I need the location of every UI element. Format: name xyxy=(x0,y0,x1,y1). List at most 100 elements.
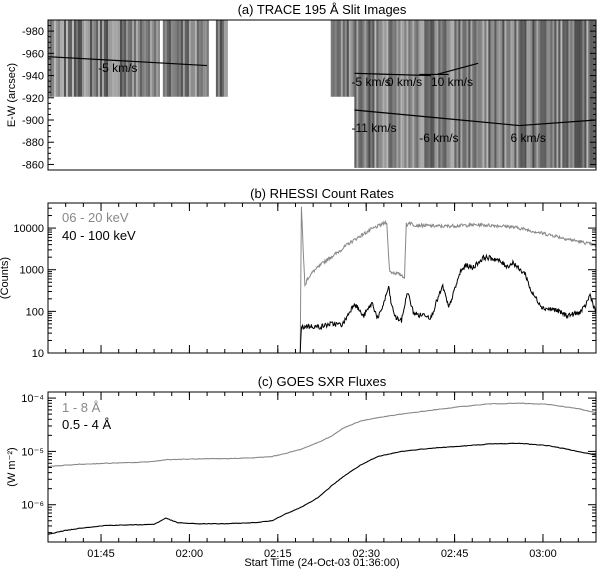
slit-column xyxy=(432,20,435,168)
slit-column xyxy=(132,20,134,97)
slit-column xyxy=(586,20,589,168)
panel-b-frame xyxy=(47,202,597,354)
slit-column xyxy=(394,20,397,168)
slit-column xyxy=(412,20,415,168)
slit-column xyxy=(372,20,375,168)
fit-label: 6 km/s xyxy=(511,131,546,145)
slit-column xyxy=(102,20,104,97)
slit-column xyxy=(400,20,403,168)
slit-column xyxy=(94,20,96,97)
slit-column xyxy=(472,20,475,168)
x-tick-label: 02:00 xyxy=(176,548,204,560)
slit-column xyxy=(338,20,341,97)
slit-column xyxy=(188,20,191,97)
slit-column xyxy=(410,20,413,168)
slit-column xyxy=(200,20,203,97)
slit-column xyxy=(368,20,371,168)
slit-column xyxy=(162,20,165,97)
slit-column xyxy=(538,20,541,168)
slit-column xyxy=(186,20,189,97)
slit-column xyxy=(476,20,479,168)
y-tick-label: -960 xyxy=(22,48,44,60)
slit-column xyxy=(576,20,579,168)
slit-column xyxy=(380,20,383,168)
slit-column xyxy=(516,20,519,168)
slit-column xyxy=(466,20,469,168)
slit-column xyxy=(518,20,521,168)
slit-column xyxy=(114,20,116,97)
slit-column xyxy=(416,20,419,168)
slit-column xyxy=(352,20,355,97)
y-tick-label: -920 xyxy=(22,93,44,105)
slit-column xyxy=(570,20,573,168)
legend-1-8-angstrom: 1 - 8 Å xyxy=(62,400,101,415)
slit-column xyxy=(386,20,389,168)
y-tick-label: 10 xyxy=(32,348,44,360)
slit-column xyxy=(346,20,349,97)
slit-column xyxy=(402,20,405,168)
slit-column xyxy=(460,20,463,168)
slit-column xyxy=(134,20,136,97)
slit-column xyxy=(544,20,547,168)
series-line xyxy=(48,442,596,536)
slit-column xyxy=(564,20,567,168)
slit-column xyxy=(223,20,226,97)
slit-column xyxy=(98,20,100,97)
slit-column xyxy=(524,20,527,168)
slit-column xyxy=(408,20,411,168)
slit-column xyxy=(330,20,333,97)
slit-column xyxy=(444,20,447,168)
slit-column xyxy=(584,20,587,168)
legend-40-100-kev: 40 - 100 keV xyxy=(62,228,136,243)
velocity-fits: -5 km/s-5 km/s0 km/s 10 km/s-11 km/s-6 km… xyxy=(47,56,597,145)
slit-column xyxy=(170,20,173,97)
x-tick-label: 01:45 xyxy=(87,548,115,560)
y-tick-label: 10⁻⁵ xyxy=(21,446,44,458)
slit-column xyxy=(332,20,335,97)
fit-label: -6 km/s xyxy=(419,131,458,145)
y-tick-label: 1000 xyxy=(20,265,44,277)
slit-column xyxy=(510,20,513,168)
slit-column xyxy=(388,20,391,168)
slit-column xyxy=(178,20,181,97)
slit-column xyxy=(108,20,110,97)
rhessi-lines xyxy=(299,206,596,353)
slit-column xyxy=(514,20,517,168)
slit-column xyxy=(334,20,337,97)
slit-column xyxy=(140,20,142,97)
slit-column xyxy=(568,20,571,168)
panel-b-title: (b) RHESSI Count Rates xyxy=(250,186,394,201)
slit-column xyxy=(398,20,401,168)
slit-column xyxy=(450,20,453,168)
panel-a: (a) TRACE 195 Å Slit Images -5 km/s -5 km… xyxy=(6,2,597,171)
slit-column xyxy=(202,20,205,97)
legend-06-20-kev: 06 - 20 keV xyxy=(62,210,129,225)
slit-column xyxy=(50,20,52,97)
series-line xyxy=(299,206,596,353)
fit-line xyxy=(354,109,461,121)
slit-column xyxy=(580,20,583,168)
slit-column xyxy=(420,20,423,168)
slit-column xyxy=(358,20,361,168)
goes-lines xyxy=(48,402,596,536)
slit-column xyxy=(590,20,593,168)
slit-column xyxy=(462,20,465,168)
panel-c-title: (c) GOES SXR Fluxes xyxy=(258,374,387,389)
y-tick-label: 100 xyxy=(26,306,44,318)
slit-column xyxy=(215,20,218,97)
slit-column xyxy=(572,20,575,168)
panel-a-y-axis: -980 -960 -940 -920 -900 -880 -860 xyxy=(22,25,596,171)
slit-column xyxy=(168,20,171,97)
slit-column xyxy=(446,20,449,168)
slit-column xyxy=(64,20,66,97)
slit-column xyxy=(474,20,477,168)
slit-column xyxy=(440,20,443,168)
slit-column xyxy=(378,20,381,168)
y-tick-label: 10⁻⁴ xyxy=(21,393,44,405)
slit-column xyxy=(356,20,359,168)
panel-a-title: (a) TRACE 195 Å Slit Images xyxy=(238,2,407,17)
slit-column xyxy=(512,20,515,168)
fit-line xyxy=(519,119,597,127)
slit-column xyxy=(532,20,535,168)
slit-column xyxy=(182,20,185,97)
